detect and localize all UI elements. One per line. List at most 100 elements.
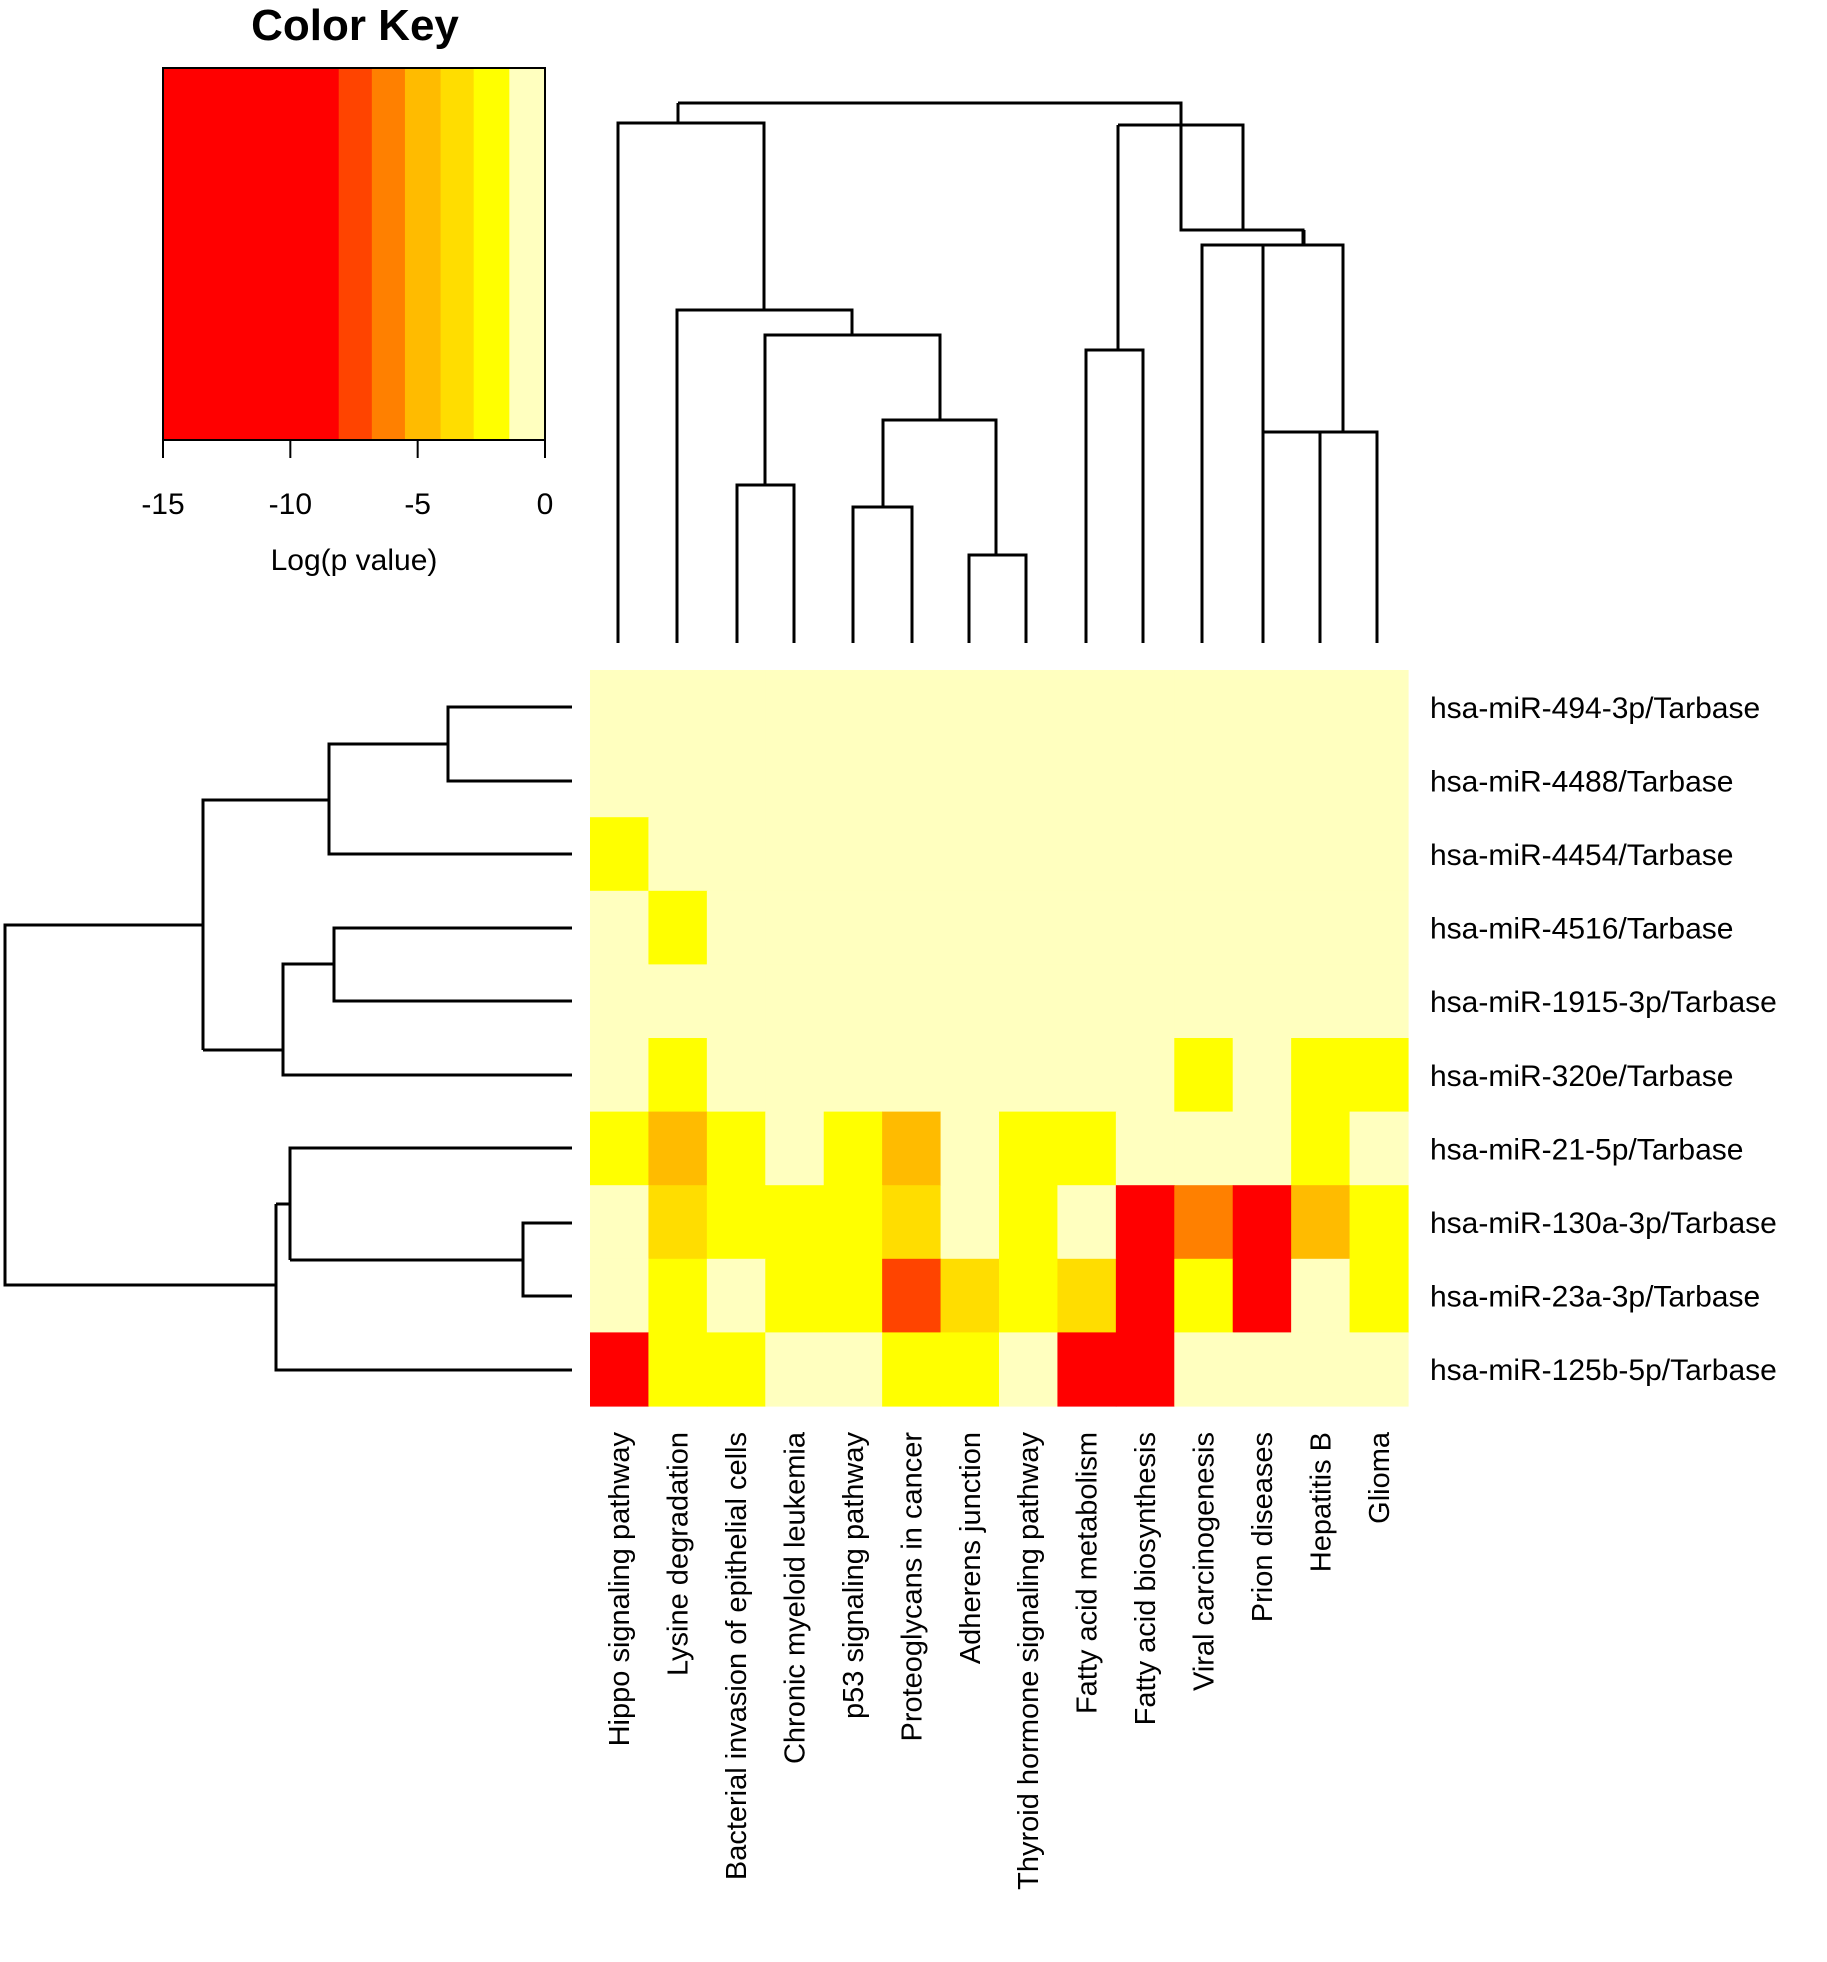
heatmap-cell [1115, 743, 1175, 818]
color-key-bin [338, 68, 373, 440]
heatmap-cell [1349, 1111, 1409, 1186]
heatmap-cell [999, 890, 1059, 965]
heatmap-cell [999, 670, 1059, 745]
color-key: Color Key -15 -10 -5 0 Log(p value) [141, 1, 553, 577]
heatmap-cell [882, 1332, 942, 1407]
heatmap-cell [1174, 1111, 1234, 1186]
heatmap-cell [823, 817, 883, 892]
heatmap-cell [882, 670, 942, 745]
heatmap-cell [706, 890, 766, 965]
row-label: hsa-miR-494-3p/Tarbase [1430, 692, 1760, 725]
heatmap-cell [1232, 964, 1292, 1039]
heatmap-cell [1291, 817, 1351, 892]
heatmap-cell [706, 1038, 766, 1113]
heatmap-cell [706, 1332, 766, 1407]
heatmap-cell [940, 964, 1000, 1039]
heatmap-cell [882, 964, 942, 1039]
heatmap-cell [823, 1258, 883, 1333]
heatmap-cell [1291, 1258, 1351, 1333]
heatmap-cell [590, 1185, 650, 1260]
heatmap-cell [999, 1038, 1059, 1113]
color-key-tick-label: -15 [141, 488, 184, 521]
heatmap-cell [940, 1185, 1000, 1260]
row-label: hsa-miR-4488/Tarbase [1430, 765, 1733, 798]
heatmap-cell [999, 1185, 1059, 1260]
heatmap-cell [765, 743, 825, 818]
heatmap-cell [1115, 1038, 1175, 1113]
heatmap-cell [706, 670, 766, 745]
heatmap-cell [1174, 1185, 1234, 1260]
heatmap-cell [590, 1332, 650, 1407]
heatmap-cell [765, 964, 825, 1039]
heatmap-cell [590, 1038, 650, 1113]
heatmap-cell [590, 743, 650, 818]
heatmap-cell [1291, 964, 1351, 1039]
heatmap-cell [1349, 1038, 1409, 1113]
column-label: Thyroid hormone signaling pathway [1013, 1432, 1045, 1890]
heatmap-cell [1232, 1332, 1292, 1407]
column-label: Fatty acid metabolism [1072, 1432, 1104, 1714]
heatmap-cell [765, 1332, 825, 1407]
row-label: hsa-miR-23a-3p/Tarbase [1430, 1281, 1760, 1314]
row-label: hsa-miR-1915-3p/Tarbase [1430, 986, 1777, 1019]
heatmap-cell [1174, 1332, 1234, 1407]
row-labels: hsa-miR-494-3p/Tarbase hsa-miR-4488/Tarba… [1430, 692, 1777, 1387]
heatmap-cell [823, 743, 883, 818]
heatmap-cells [590, 670, 1409, 1407]
heatmap-cell [1349, 1332, 1409, 1407]
row-label: hsa-miR-4516/Tarbase [1430, 913, 1733, 946]
heatmap-cell [823, 1332, 883, 1407]
column-label: Prion diseases [1247, 1432, 1279, 1622]
heatmap-cell [1115, 670, 1175, 745]
heatmap-cell [1291, 1332, 1351, 1407]
heatmap-cell [823, 670, 883, 745]
column-label: Adherens junction [955, 1432, 987, 1664]
heatmap-cell [1115, 1111, 1175, 1186]
column-label: Hippo signaling pathway [604, 1432, 636, 1747]
heatmap-cell [1174, 743, 1234, 818]
column-label: p53 signaling pathway [838, 1432, 870, 1719]
heatmap-cell [648, 890, 708, 965]
heatmap-cell [940, 890, 1000, 965]
heatmap-cell [765, 670, 825, 745]
column-labels: Hippo signaling pathway Lysine degradatio… [604, 1431, 1396, 1890]
heatmap-cell [1115, 817, 1175, 892]
heatmap-cell [706, 1258, 766, 1333]
column-label: Bacterial invasion of epithelial cells [721, 1432, 753, 1880]
heatmap-cell [1174, 670, 1234, 745]
heatmap-cell [999, 1111, 1059, 1186]
heatmap-cell [999, 1258, 1059, 1333]
heatmap-cell [1057, 1258, 1117, 1333]
color-key-ticks: -15 -10 -5 0 [141, 439, 554, 521]
heatmap-cell [648, 1185, 708, 1260]
heatmap-cell [1291, 1038, 1351, 1113]
heatmap-cell [1057, 1038, 1117, 1113]
heatmap-cell [823, 964, 883, 1039]
heatmap-cell [823, 1038, 883, 1113]
heatmap-cell [882, 890, 942, 965]
column-dendrogram [616, 101, 1379, 643]
heatmap-cell [1232, 1111, 1292, 1186]
row-label: hsa-miR-320e/Tarbase [1430, 1060, 1733, 1093]
color-key-tick-label: 0 [537, 488, 554, 521]
color-key-tick-label: -5 [404, 488, 431, 521]
column-label: Hepatitis B [1305, 1432, 1337, 1572]
column-label: Proteoglycans in cancer [896, 1432, 928, 1742]
heatmap-cell [1057, 890, 1117, 965]
heatmap-cell [882, 1185, 942, 1260]
heatmap-cell [940, 670, 1000, 745]
color-key-bin [163, 68, 340, 440]
heatmap-cell [1115, 1332, 1175, 1407]
heatmap-cell [1232, 890, 1292, 965]
heatmap-cell [706, 1185, 766, 1260]
color-key-bin [473, 68, 510, 440]
heatmap-cell [1349, 1185, 1409, 1260]
heatmap-cell [1232, 1185, 1292, 1260]
heatmap-cell [1291, 890, 1351, 965]
heatmap-cell [1291, 1111, 1351, 1186]
heatmap-cell [1232, 743, 1292, 818]
heatmap-cell [590, 1258, 650, 1333]
heatmap-cell [1291, 1185, 1351, 1260]
heatmap-cell [1115, 1185, 1175, 1260]
row-label: hsa-miR-21-5p/Tarbase [1430, 1133, 1743, 1166]
